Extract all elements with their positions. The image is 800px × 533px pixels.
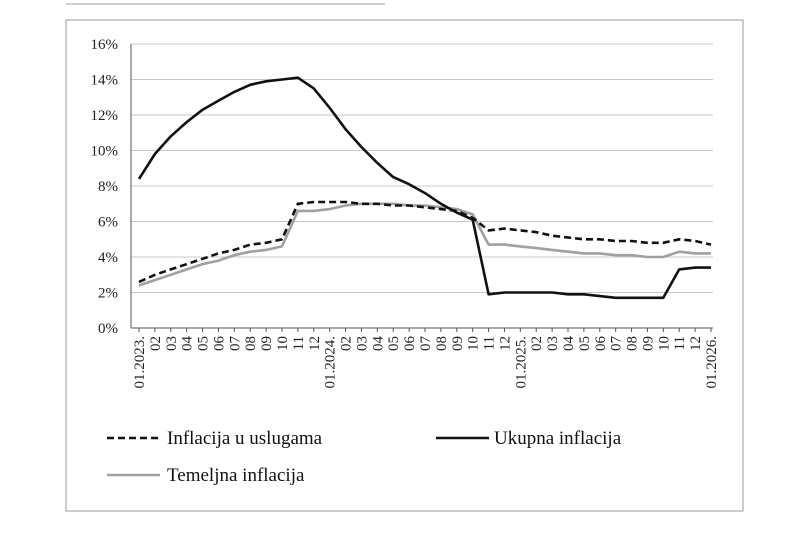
x-tick-label: 04 — [370, 336, 386, 352]
legend-label-0: Inflacija u uslugama — [167, 428, 323, 449]
x-tick-label: 09 — [640, 336, 656, 351]
x-tick-label: 11 — [291, 336, 307, 350]
y-tick-label: 10% — [91, 144, 119, 160]
x-tick-label: 11 — [482, 336, 498, 350]
legend-label-1: Ukupna inflacija — [494, 428, 622, 449]
x-tick-label: 01.2025. — [513, 336, 529, 389]
legend-label-2: Temeljna inflacija — [167, 465, 305, 486]
y-tick-label: 14% — [91, 73, 119, 89]
x-tick-label: 03 — [545, 336, 561, 351]
x-tick-label: 03 — [354, 336, 370, 351]
legend: Inflacija u uslugama Ukupna inflacija Teme… — [107, 428, 622, 486]
x-axis-ticks: 01.2023. 02 03 04 05 06 07 08 09 10 11 12 01.2024. 02… — [132, 328, 720, 389]
x-tick-label: 02 — [529, 336, 545, 351]
x-tick-label: 09 — [450, 336, 466, 351]
x-tick-label: 05 — [577, 336, 593, 351]
series-line-1 — [137, 76, 711, 300]
y-tick-label: 16% — [91, 37, 119, 53]
chart-frame — [65, 19, 744, 512]
x-tick-label: 10 — [275, 336, 291, 351]
series-line-2 — [138, 202, 711, 287]
x-tick-label: 12 — [688, 336, 704, 351]
x-tick-label: 05 — [386, 336, 402, 351]
x-tick-label: 12 — [307, 336, 323, 351]
x-tick-label: 01.2026. — [704, 336, 720, 389]
y-tick-label: 8% — [98, 179, 118, 195]
x-tick-label: 04 — [180, 336, 196, 352]
y-axis-ticks: 0% 2% 4% 6% 8% 10% 12% 14% 16% — [91, 37, 119, 337]
x-tick-label: 07 — [227, 336, 243, 352]
x-tick-label: 06 — [211, 336, 227, 352]
series-lines — [137, 76, 712, 300]
x-tick-label: 06 — [402, 336, 418, 352]
y-tick-label: 12% — [91, 108, 119, 124]
x-tick-label: 02 — [148, 336, 164, 351]
x-tick-label: 06 — [593, 336, 609, 352]
x-tick-label: 11 — [672, 336, 688, 350]
x-tick-label: 03 — [164, 336, 180, 351]
x-tick-label: 09 — [259, 336, 275, 351]
y-tick-label: 2% — [98, 286, 118, 302]
x-tick-label: 07 — [418, 336, 434, 352]
y-tick-label: 0% — [98, 321, 118, 337]
x-tick-label: 08 — [625, 336, 641, 351]
x-tick-label: 12 — [497, 336, 513, 351]
x-tick-label: 08 — [243, 336, 259, 351]
x-tick-label: 02 — [339, 336, 355, 351]
y-tick-label: 4% — [98, 250, 118, 266]
x-tick-label: 10 — [466, 336, 482, 351]
x-tick-label: 07 — [609, 336, 625, 352]
x-tick-label: 10 — [656, 336, 672, 351]
x-tick-label: 01.2023. — [132, 336, 148, 389]
x-tick-label: 01.2024. — [323, 336, 339, 389]
y-tick-label: 6% — [98, 215, 118, 231]
x-tick-label: 04 — [561, 336, 577, 352]
gridlines — [130, 43, 713, 329]
x-tick-label: 05 — [196, 336, 212, 351]
x-tick-label: 08 — [434, 336, 450, 351]
series-line-0 — [138, 200, 712, 284]
